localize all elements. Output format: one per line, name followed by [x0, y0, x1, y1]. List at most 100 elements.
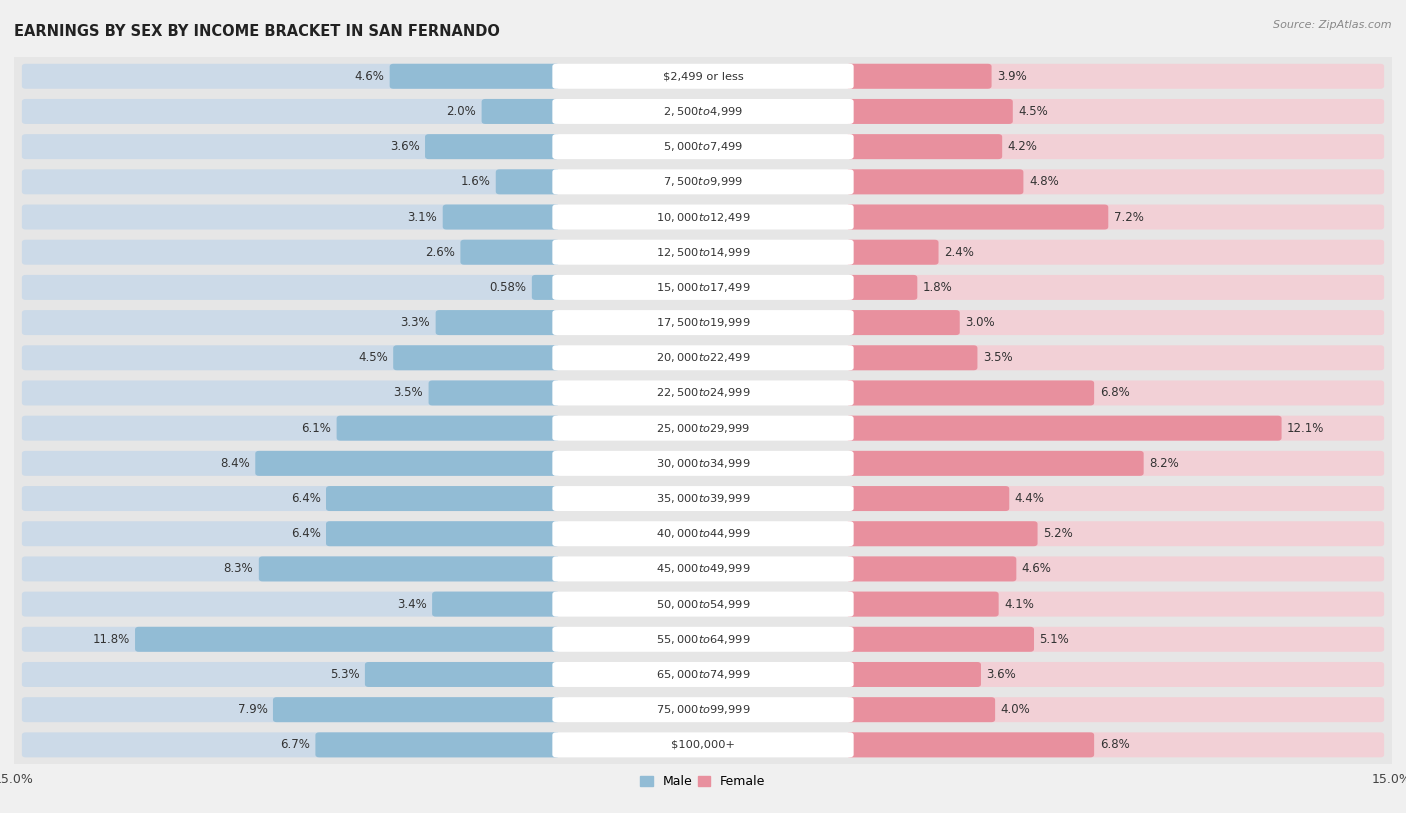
- FancyBboxPatch shape: [425, 134, 560, 159]
- FancyBboxPatch shape: [22, 556, 560, 581]
- FancyBboxPatch shape: [22, 275, 560, 300]
- Text: 3.6%: 3.6%: [987, 668, 1017, 681]
- Text: 4.8%: 4.8%: [1029, 176, 1059, 189]
- FancyBboxPatch shape: [846, 521, 1384, 546]
- FancyBboxPatch shape: [846, 451, 1143, 476]
- FancyBboxPatch shape: [846, 99, 1012, 124]
- Text: 3.6%: 3.6%: [389, 140, 419, 153]
- FancyBboxPatch shape: [11, 476, 1395, 520]
- Text: 3.1%: 3.1%: [408, 211, 437, 224]
- FancyBboxPatch shape: [11, 372, 1395, 415]
- FancyBboxPatch shape: [846, 205, 1384, 229]
- Text: 2.6%: 2.6%: [425, 246, 456, 259]
- FancyBboxPatch shape: [11, 230, 1395, 274]
- Text: 4.2%: 4.2%: [1008, 140, 1038, 153]
- FancyBboxPatch shape: [553, 310, 853, 335]
- Text: 5.3%: 5.3%: [330, 668, 360, 681]
- FancyBboxPatch shape: [846, 556, 1017, 581]
- FancyBboxPatch shape: [326, 521, 560, 546]
- FancyBboxPatch shape: [846, 733, 1384, 758]
- FancyBboxPatch shape: [846, 451, 1384, 476]
- FancyBboxPatch shape: [22, 63, 560, 89]
- Text: $65,000 to $74,999: $65,000 to $74,999: [655, 668, 751, 681]
- FancyBboxPatch shape: [389, 63, 560, 89]
- FancyBboxPatch shape: [846, 310, 1384, 335]
- Text: $7,500 to $9,999: $7,500 to $9,999: [664, 176, 742, 189]
- FancyBboxPatch shape: [22, 451, 560, 476]
- FancyBboxPatch shape: [846, 169, 1024, 194]
- FancyBboxPatch shape: [846, 592, 1384, 616]
- Text: 2.0%: 2.0%: [446, 105, 477, 118]
- Text: 6.4%: 6.4%: [291, 492, 321, 505]
- Text: 6.8%: 6.8%: [1099, 386, 1129, 399]
- FancyBboxPatch shape: [553, 415, 853, 441]
- FancyBboxPatch shape: [553, 627, 853, 652]
- FancyBboxPatch shape: [22, 205, 560, 229]
- FancyBboxPatch shape: [553, 240, 853, 265]
- FancyBboxPatch shape: [11, 618, 1395, 661]
- FancyBboxPatch shape: [846, 275, 917, 300]
- FancyBboxPatch shape: [443, 205, 560, 229]
- FancyBboxPatch shape: [553, 134, 853, 159]
- Text: 3.3%: 3.3%: [401, 316, 430, 329]
- Text: $75,000 to $99,999: $75,000 to $99,999: [655, 703, 751, 716]
- FancyBboxPatch shape: [366, 662, 560, 687]
- Text: 4.0%: 4.0%: [1001, 703, 1031, 716]
- FancyBboxPatch shape: [846, 627, 1384, 652]
- FancyBboxPatch shape: [135, 627, 560, 652]
- FancyBboxPatch shape: [553, 662, 853, 687]
- Text: Source: ZipAtlas.com: Source: ZipAtlas.com: [1274, 20, 1392, 30]
- FancyBboxPatch shape: [22, 521, 560, 546]
- FancyBboxPatch shape: [846, 592, 998, 616]
- FancyBboxPatch shape: [22, 698, 560, 722]
- FancyBboxPatch shape: [22, 99, 560, 124]
- FancyBboxPatch shape: [846, 346, 1384, 370]
- Text: $22,500 to $24,999: $22,500 to $24,999: [655, 386, 751, 399]
- Text: 7.9%: 7.9%: [238, 703, 267, 716]
- FancyBboxPatch shape: [553, 169, 853, 194]
- FancyBboxPatch shape: [436, 310, 560, 335]
- FancyBboxPatch shape: [22, 592, 560, 616]
- FancyBboxPatch shape: [553, 556, 853, 581]
- Text: 6.1%: 6.1%: [301, 422, 330, 435]
- Text: 5.1%: 5.1%: [1039, 633, 1070, 646]
- Text: 6.4%: 6.4%: [291, 527, 321, 540]
- FancyBboxPatch shape: [11, 195, 1395, 239]
- FancyBboxPatch shape: [846, 662, 981, 687]
- FancyBboxPatch shape: [846, 698, 995, 722]
- Text: 7.2%: 7.2%: [1114, 211, 1143, 224]
- FancyBboxPatch shape: [553, 733, 853, 758]
- FancyBboxPatch shape: [315, 733, 560, 758]
- Text: $15,000 to $17,499: $15,000 to $17,499: [655, 281, 751, 294]
- FancyBboxPatch shape: [11, 54, 1395, 98]
- FancyBboxPatch shape: [496, 169, 560, 194]
- Text: $40,000 to $44,999: $40,000 to $44,999: [655, 527, 751, 540]
- FancyBboxPatch shape: [11, 125, 1395, 168]
- FancyBboxPatch shape: [22, 733, 560, 758]
- Text: $20,000 to $22,499: $20,000 to $22,499: [655, 351, 751, 364]
- FancyBboxPatch shape: [11, 266, 1395, 309]
- FancyBboxPatch shape: [460, 240, 560, 265]
- Text: 12.1%: 12.1%: [1286, 422, 1324, 435]
- FancyBboxPatch shape: [553, 380, 853, 406]
- FancyBboxPatch shape: [256, 451, 560, 476]
- Text: $35,000 to $39,999: $35,000 to $39,999: [655, 492, 751, 505]
- FancyBboxPatch shape: [846, 134, 1002, 159]
- FancyBboxPatch shape: [553, 521, 853, 546]
- FancyBboxPatch shape: [846, 627, 1033, 652]
- Text: 8.2%: 8.2%: [1149, 457, 1178, 470]
- FancyBboxPatch shape: [846, 240, 939, 265]
- Text: 6.7%: 6.7%: [280, 738, 309, 751]
- Text: $17,500 to $19,999: $17,500 to $19,999: [655, 316, 751, 329]
- FancyBboxPatch shape: [11, 89, 1395, 133]
- Text: 1.6%: 1.6%: [460, 176, 491, 189]
- Text: 3.4%: 3.4%: [396, 598, 426, 611]
- Text: $2,500 to $4,999: $2,500 to $4,999: [664, 105, 742, 118]
- Text: 4.4%: 4.4%: [1015, 492, 1045, 505]
- Text: 5.2%: 5.2%: [1043, 527, 1073, 540]
- Text: $5,000 to $7,499: $5,000 to $7,499: [664, 140, 742, 153]
- Text: 3.5%: 3.5%: [983, 351, 1012, 364]
- FancyBboxPatch shape: [846, 346, 977, 370]
- Legend: Male, Female: Male, Female: [636, 771, 770, 793]
- FancyBboxPatch shape: [11, 582, 1395, 626]
